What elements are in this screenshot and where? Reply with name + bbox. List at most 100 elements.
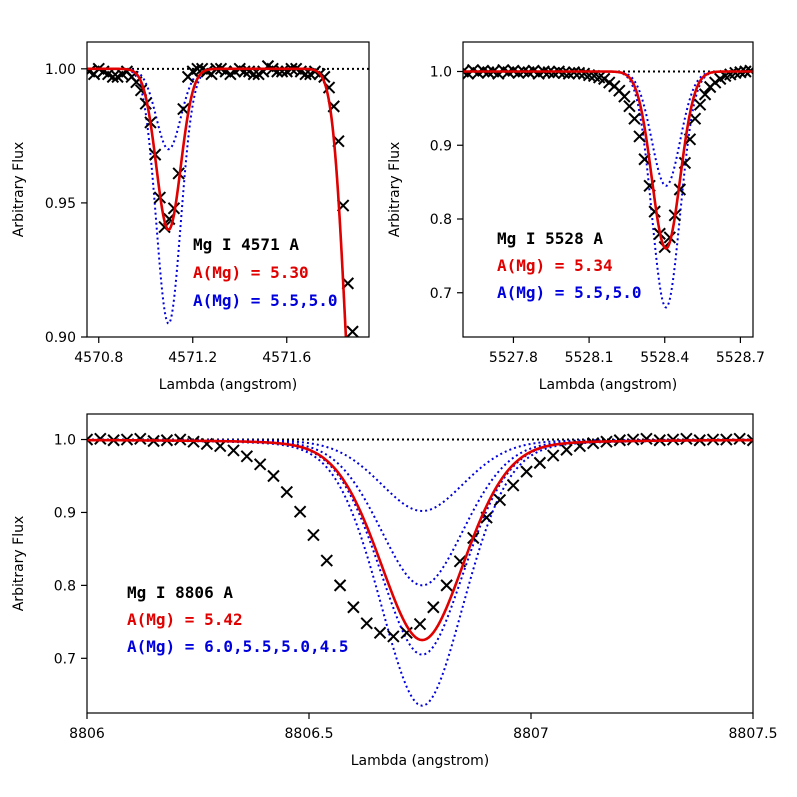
y-tick-label: 0.95 <box>45 196 76 212</box>
y-tick-label: 1.00 <box>45 62 76 78</box>
y-axis-title: Arbitrary Flux <box>11 516 27 612</box>
observed-point <box>247 67 261 81</box>
observed-point <box>560 443 573 456</box>
plot-area <box>463 63 753 309</box>
y-tick-label: 0.9 <box>430 138 452 154</box>
legend-line-label: Mg I 8806 A <box>127 583 233 602</box>
y-tick-label: 1.0 <box>54 433 76 449</box>
panel-mg-5528: 5527.8 5528.1 5528.4 5528.7 0.7 0.8 0.9 1.0 Lamb… <box>387 41 765 393</box>
observed-point <box>280 485 294 499</box>
observed-point <box>373 626 387 639</box>
legend-best-label: A(Mg) = 5.42 <box>127 610 243 629</box>
observed-point <box>586 436 600 450</box>
x-tick-label: 5528.4 <box>640 350 689 366</box>
plot-area <box>87 59 369 337</box>
observed-point <box>628 112 641 125</box>
plot-area <box>87 432 753 707</box>
best-fit-curve <box>463 70 753 250</box>
plot-frame <box>462 41 754 338</box>
observed-point <box>400 626 413 639</box>
observed-point <box>227 444 240 457</box>
observed-point <box>733 432 746 446</box>
observed-point <box>729 66 742 80</box>
observed-point <box>440 579 453 592</box>
observed-point <box>693 98 707 111</box>
observed-point <box>623 99 636 113</box>
best-fit-curve <box>87 438 753 642</box>
observed-point <box>240 450 254 463</box>
legend-grid-label: A(Mg) = 5.5,5.0 <box>497 283 642 302</box>
grid-model-curve-5 <box>87 438 753 587</box>
legend-line-label: Mg I 5528 A <box>497 229 603 248</box>
observed-point <box>253 458 267 471</box>
y-tick-label: 1.0 <box>430 65 452 81</box>
observed-point <box>106 70 120 84</box>
y-tick-label: 0.90 <box>45 330 76 346</box>
x-tick-label: 8806 <box>69 726 105 742</box>
observed-point <box>413 617 427 631</box>
observed-point <box>94 432 107 446</box>
observed-point <box>520 465 533 478</box>
observed-point <box>320 554 333 567</box>
y-tick-label: 0.8 <box>54 578 76 594</box>
x-axis-title: Lambda (angstrom) <box>159 377 298 393</box>
legend-line-label: Mg I 4571 A <box>193 235 299 254</box>
x-tick-label: 4571.6 <box>262 350 311 366</box>
y-tick-label: 0.9 <box>54 505 76 521</box>
x-tick-label: 4570.8 <box>74 350 123 366</box>
legend-grid-label: A(Mg) = 5.5,5.0 <box>193 291 338 310</box>
plot-frame <box>86 41 370 338</box>
y-axis-title: Arbitrary Flux <box>11 142 27 238</box>
observed-point <box>618 90 631 103</box>
x-tick-label: 4571.2 <box>168 350 217 366</box>
observed-point <box>346 325 359 337</box>
x-tick-label: 5528.1 <box>565 350 614 366</box>
observed-point <box>333 579 347 592</box>
panel-mg-4571: 4570.8 4571.2 4571.6 0.90 0.95 1.00 Lambda (an… <box>11 41 370 393</box>
x-tick-label: 8807.5 <box>729 726 778 742</box>
observed-point <box>299 67 312 81</box>
observed-point <box>87 433 94 446</box>
grid-model-curve-5 <box>87 67 347 337</box>
observed-point <box>648 205 661 218</box>
observed-point <box>427 601 440 614</box>
observed-point <box>533 456 547 470</box>
observed-point <box>688 112 702 125</box>
observed-point <box>293 505 307 518</box>
x-tick-label: 5528.7 <box>716 350 765 366</box>
observed-point <box>360 617 373 630</box>
observed-point <box>626 433 640 446</box>
legend-best-label: A(Mg) = 5.34 <box>497 256 613 275</box>
observed-point <box>134 432 147 446</box>
observed-point <box>546 449 560 462</box>
y-tick-label: 0.8 <box>430 212 452 228</box>
observed-point <box>507 479 520 492</box>
observed-point <box>307 528 320 542</box>
observed-point <box>139 97 152 110</box>
observed-point <box>493 493 507 507</box>
x-tick-label: 8806.5 <box>285 726 334 742</box>
x-axis-title: Lambda (angstrom) <box>351 753 490 769</box>
observed-point <box>557 66 571 80</box>
observed-point <box>680 432 693 446</box>
best-fit-curve <box>87 67 348 337</box>
legend-best-label: A(Mg) = 5.30 <box>193 263 309 282</box>
panel-mg-8806: 8806 8806.5 8807 8807.5 0.7 0.8 0.9 1.0 Lambda (… <box>11 413 778 769</box>
x-tick-label: 8807 <box>513 726 549 742</box>
observed-point <box>572 66 586 80</box>
grid-model-curve-4.5 <box>87 438 753 512</box>
observed-point <box>640 432 653 446</box>
observed-point <box>267 469 280 483</box>
y-axis-title: Arbitrary Flux <box>387 142 403 238</box>
x-tick-label: 5527.8 <box>489 350 538 366</box>
observed-point <box>746 434 753 447</box>
plot-frame <box>86 413 754 714</box>
y-tick-label: 0.7 <box>54 651 76 667</box>
x-axis-title: Lambda (angstrom) <box>539 377 678 393</box>
grid-model-curve-5.5 <box>87 67 347 337</box>
observed-point <box>698 88 712 101</box>
y-tick-label: 0.7 <box>430 286 452 302</box>
legend-grid-label: A(Mg) = 6.0,5.5,5.0,4.5 <box>127 637 349 656</box>
observed-point <box>387 630 400 643</box>
